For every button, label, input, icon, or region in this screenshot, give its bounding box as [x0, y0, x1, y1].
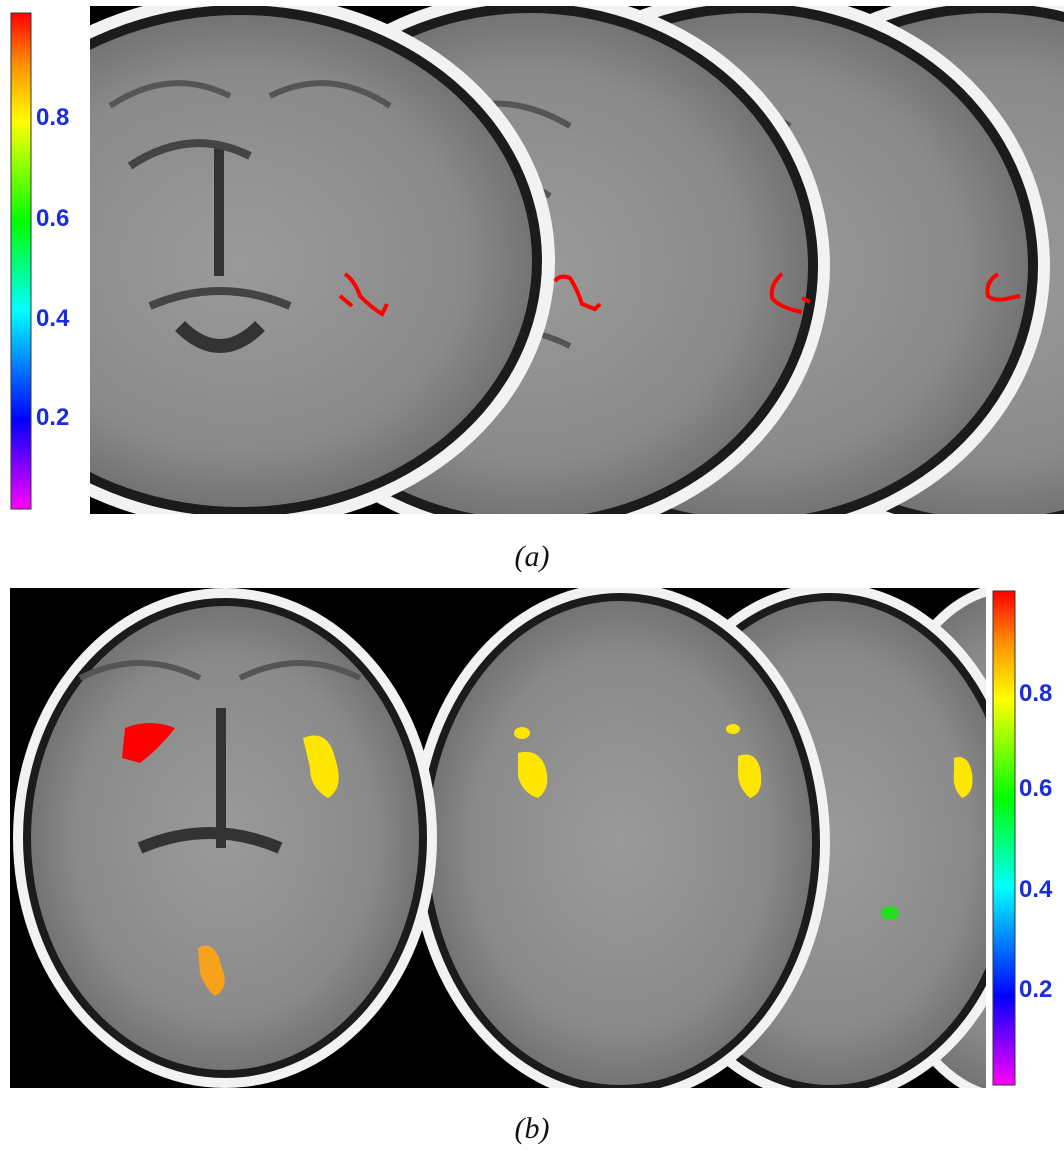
mri-panel-b: [10, 588, 986, 1088]
overlay-b-yellow-2b: [514, 727, 530, 739]
overlay-b-orange-1: [198, 945, 225, 996]
mri-slice-b-1: [13, 588, 437, 1088]
overlay-a-slice1: [338, 272, 389, 317]
mri-panel-a: [90, 6, 1064, 514]
overlay-b-green: [881, 906, 899, 920]
overlay-b-red: [122, 723, 175, 763]
colorbar-a-tick-04: 0.4: [36, 305, 70, 332]
colorbar-b-tick-02: 0.2: [1019, 976, 1053, 1003]
overlay-b-yellow-2: [518, 751, 548, 798]
colorbar-b-tick-08: 0.8: [1019, 680, 1053, 707]
colorbar-b-tick-06: 0.6: [1019, 775, 1053, 802]
colorbar-a-tick-06: 0.6: [36, 205, 70, 232]
overlay-a-slice4: [985, 272, 1021, 302]
caption-a: (a): [514, 540, 550, 573]
overlay-b-yellow-3b: [726, 724, 740, 734]
caption-b: (b): [514, 1112, 550, 1145]
overlay-b-yellow-4: [953, 757, 973, 798]
colorbar-a-gradient: [10, 12, 32, 510]
colorbar-b-tick-04: 0.4: [1019, 876, 1053, 903]
overlay-a-slice2: [553, 274, 602, 312]
mri-slice-a-1: [90, 6, 555, 514]
colorbar-a-tick-08: 0.8: [36, 104, 70, 131]
overlay-a-slice3: [769, 272, 811, 314]
overlay-b-yellow-3: [738, 754, 762, 798]
colorbar-b-gradient: [992, 590, 1016, 1086]
colorbar-b: [992, 590, 1016, 1086]
mri-slice-b-2: [410, 588, 830, 1088]
colorbar-a: [10, 12, 32, 510]
colorbar-a-tick-02: 0.2: [36, 404, 70, 431]
mri-slices-b: [10, 588, 986, 1088]
mri-slices-a: [90, 6, 1064, 514]
overlay-a: [338, 272, 1021, 317]
overlay-b-yellow-1: [303, 735, 339, 798]
